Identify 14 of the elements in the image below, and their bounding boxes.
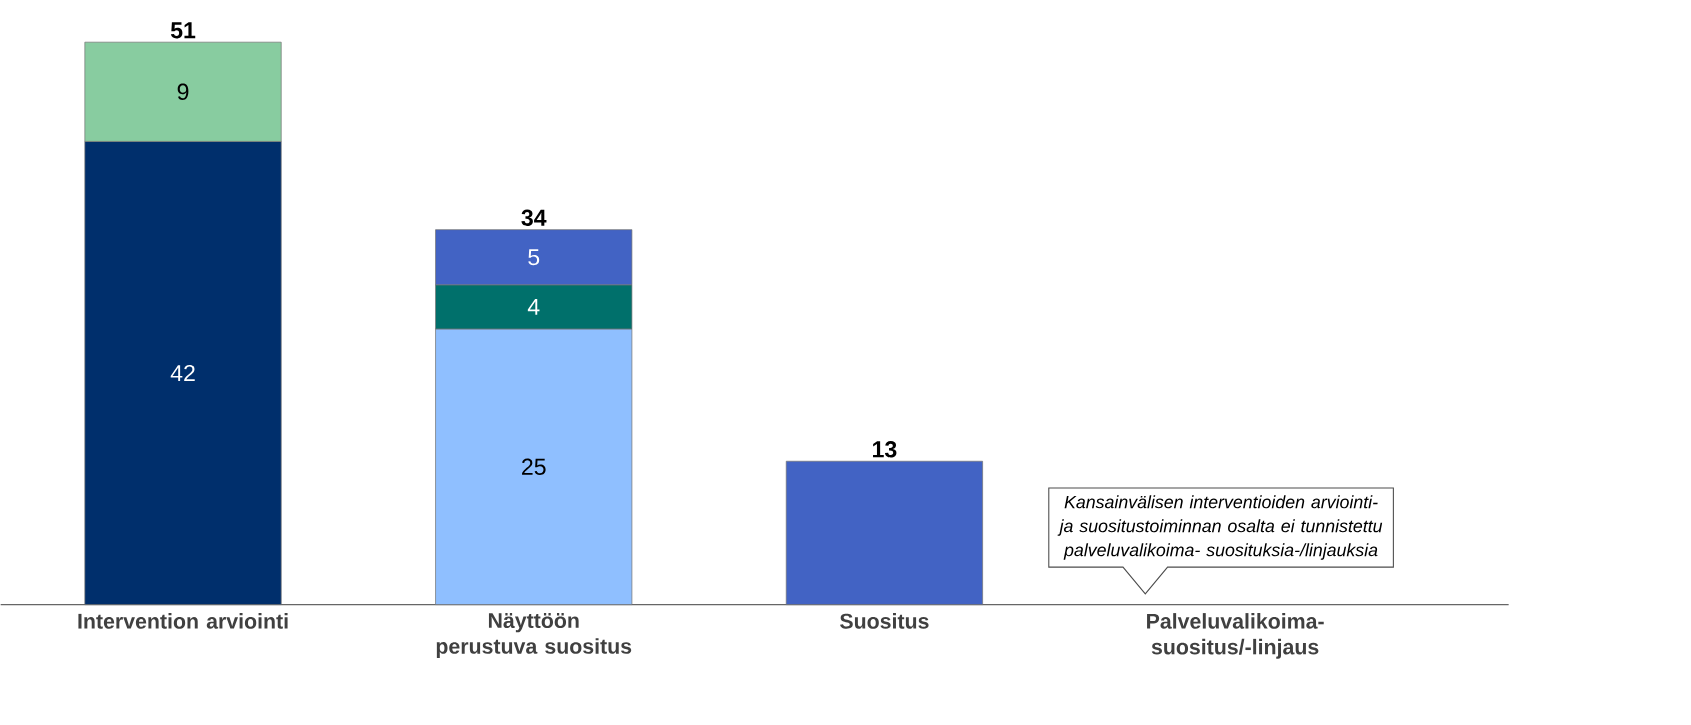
data-label: 4 — [527, 298, 540, 315]
x-tick-label: Palveluvalikoima-suositus/-linjaus — [1147, 613, 1324, 659]
data-label: 25 — [522, 458, 546, 475]
total-label: 51 — [170, 22, 196, 39]
x-tick-label: Intervention arviointi — [78, 613, 288, 629]
x-tick-label: Suositus — [840, 613, 929, 629]
total-label: 34 — [521, 209, 547, 226]
data-label: 5 — [528, 249, 540, 266]
data-label: 9 — [177, 83, 189, 100]
annotation: Kansainvälisen interventioiden arviointi- ja suositustoiminnan osalta ei tunnistettu palveluvalikoima- suosituksia-/linjauksia — [1057, 495, 1383, 560]
x-tick-label: Näyttöön perustuva suositus — [436, 613, 632, 659]
total-label: 13 — [873, 441, 897, 458]
data-label: 42 — [170, 364, 195, 382]
bar — [785, 460, 983, 605]
